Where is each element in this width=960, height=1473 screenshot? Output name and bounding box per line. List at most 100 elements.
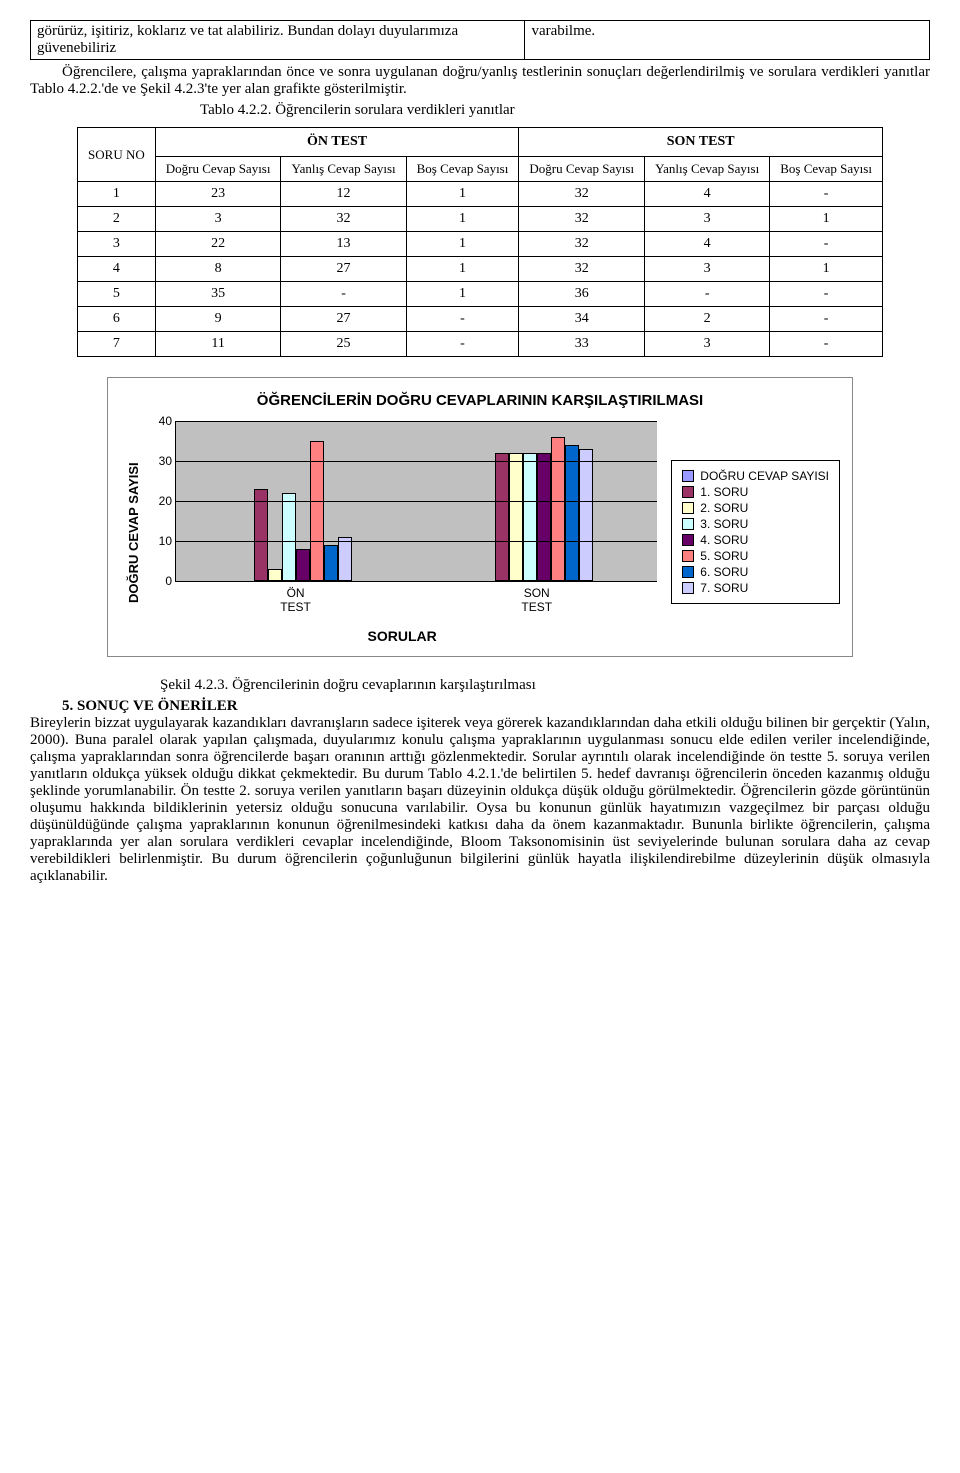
- group-header-son: SON TEST: [519, 128, 883, 157]
- legend-label: 1. SORU: [700, 485, 748, 499]
- legend-item: 2. SORU: [682, 501, 829, 515]
- table-row: 322131324-: [78, 231, 883, 256]
- legend-swatch: [682, 470, 694, 482]
- table-cell: 27: [281, 256, 406, 281]
- legend-item: 1. SORU: [682, 485, 829, 499]
- table-cell: 35: [155, 281, 281, 306]
- table-row: 123121324-: [78, 181, 883, 206]
- chart-ytick: 20: [150, 494, 172, 508]
- chart-xtick: ÖNTEST: [256, 586, 336, 614]
- section-5: 5. SONUÇ VE ÖNERİLER Bireylerin bizzat u…: [30, 698, 930, 885]
- table-cell: 1: [406, 256, 519, 281]
- table-cell: 8: [155, 256, 281, 281]
- legend-label: 6. SORU: [700, 565, 748, 579]
- table-cell: -: [770, 306, 883, 331]
- chart-legend: DOĞRU CEVAP SAYISI 1. SORU 2. SORU 3. SORU 4…: [671, 460, 840, 604]
- table-cell: 2: [78, 206, 156, 231]
- table-cell: 5: [78, 281, 156, 306]
- sub-header: Boş Cevap Sayısı: [770, 157, 883, 182]
- table-cell: 1: [770, 206, 883, 231]
- legend-swatch: [682, 534, 694, 546]
- chart-plot-area: 010203040: [175, 421, 657, 582]
- sub-header: Boş Cevap Sayısı: [406, 157, 519, 182]
- chart-bar: [579, 449, 593, 581]
- legend-item: 7. SORU: [682, 581, 829, 595]
- table-cell: -: [281, 281, 406, 306]
- table-cell: 13: [281, 231, 406, 256]
- sub-header: Doğru Cevap Sayısı: [519, 157, 645, 182]
- legend-swatch: [682, 518, 694, 530]
- comparison-chart: ÖĞRENCİLERİN DOĞRU CEVAPLARININ KARŞILAŞ…: [107, 377, 853, 657]
- chart-bar: [537, 453, 551, 581]
- table-cell: 34: [519, 306, 645, 331]
- chart-bar: [509, 453, 523, 581]
- table-cell: 11: [155, 331, 281, 356]
- chart-bar: [495, 453, 509, 581]
- legend-swatch: [682, 550, 694, 562]
- table-cell: -: [770, 331, 883, 356]
- table-cell: 36: [519, 281, 645, 306]
- legend-swatch: [682, 566, 694, 578]
- table-cell: -: [406, 331, 519, 356]
- table-cell: -: [770, 231, 883, 256]
- sub-header: Yanlış Cevap Sayısı: [645, 157, 770, 182]
- legend-swatch: [682, 582, 694, 594]
- top-right-cell: varabilme.: [525, 21, 930, 60]
- table-cell: -: [770, 181, 883, 206]
- chart-bar: [310, 441, 324, 581]
- table-cell: 6: [78, 306, 156, 331]
- top-fragment-table: görürüz, işitiriz, koklarız ve tat alabi…: [30, 20, 930, 60]
- chart-xtick: SONTEST: [497, 586, 577, 614]
- chart-xlabel: SORULAR: [147, 628, 657, 644]
- chart-bar: [338, 537, 352, 581]
- chart-xticks: ÖNTEST SONTEST: [175, 586, 657, 614]
- chart-bar: [296, 549, 310, 581]
- table-cell: 4: [78, 256, 156, 281]
- legend-label: 5. SORU: [700, 549, 748, 563]
- chart-ytick: 0: [150, 574, 172, 588]
- chart-bar: [324, 545, 338, 581]
- top-left-cell: görürüz, işitiriz, koklarız ve tat alabi…: [31, 21, 525, 60]
- table-cell: 27: [281, 306, 406, 331]
- table-row: 233213231: [78, 206, 883, 231]
- legend-item: 6. SORU: [682, 565, 829, 579]
- results-table: SORU NO ÖN TEST SON TEST Doğru Cevap Say…: [77, 127, 883, 357]
- legend-item: 5. SORU: [682, 549, 829, 563]
- legend-label: 2. SORU: [700, 501, 748, 515]
- table-cell: 4: [645, 181, 770, 206]
- chart-title: ÖĞRENCİLERİN DOĞRU CEVAPLARININ KARŞILAŞ…: [120, 392, 840, 409]
- sub-header: Yanlış Cevap Sayısı: [281, 157, 406, 182]
- section-5-body: Bireylerin bizzat uygulayarak kazandıkla…: [30, 715, 930, 884]
- table-row: 6927-342-: [78, 306, 883, 331]
- table-cell: -: [406, 306, 519, 331]
- table-row: 535-136--: [78, 281, 883, 306]
- row-header: SORU NO: [78, 128, 156, 182]
- chart-bar: [523, 453, 537, 581]
- table-cell: 32: [519, 181, 645, 206]
- chart-bar: [565, 445, 579, 581]
- chart-bar: [282, 493, 296, 581]
- chart-bar: [254, 489, 268, 581]
- table-cell: 32: [519, 231, 645, 256]
- chart-ytick: 30: [150, 454, 172, 468]
- legend-label: 3. SORU: [700, 517, 748, 531]
- table-cell: 3: [78, 231, 156, 256]
- legend-label: 4. SORU: [700, 533, 748, 547]
- legend-swatch: [682, 502, 694, 514]
- table-cell: 32: [519, 206, 645, 231]
- table-cell: 12: [281, 181, 406, 206]
- table-cell: 3: [155, 206, 281, 231]
- table-cell: 1: [406, 231, 519, 256]
- table-cell: 32: [281, 206, 406, 231]
- figure-caption: Şekil 4.2.3. Öğrencilerinin doğru cevapl…: [160, 677, 930, 694]
- group-header-on: ÖN TEST: [155, 128, 519, 157]
- table-cell: 1: [406, 281, 519, 306]
- table-row: 71125-333-: [78, 331, 883, 356]
- table-cell: 32: [519, 256, 645, 281]
- table-cell: 3: [645, 206, 770, 231]
- legend-item: 3. SORU: [682, 517, 829, 531]
- table-cell: 1: [406, 206, 519, 231]
- table-cell: 4: [645, 231, 770, 256]
- table-cell: 1: [406, 181, 519, 206]
- legend-label: DOĞRU CEVAP SAYISI: [700, 469, 829, 483]
